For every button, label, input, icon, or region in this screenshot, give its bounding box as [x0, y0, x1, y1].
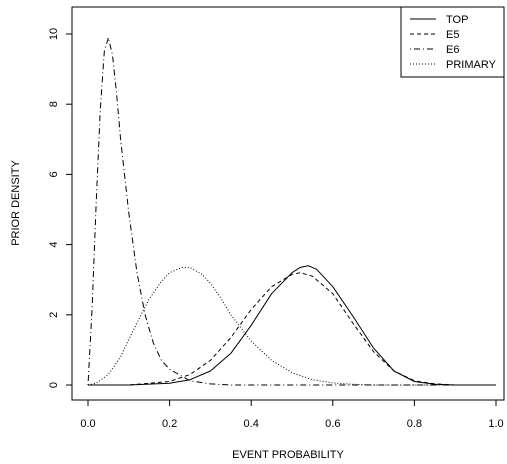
- x-tick-label: 0.8: [407, 418, 422, 430]
- x-tick-label: 0.6: [325, 418, 340, 430]
- legend-label: TOP: [446, 14, 468, 26]
- x-tick-label: 0.4: [244, 418, 259, 430]
- y-axis-title: PRIOR DENSITY: [10, 160, 22, 246]
- y-tick-label: 2: [48, 312, 60, 318]
- y-tick-label: 4: [48, 242, 60, 248]
- series-line-top: [88, 265, 496, 386]
- y-tick-label: 6: [48, 171, 60, 177]
- legend-label: E6: [446, 44, 459, 56]
- legend-label: PRIMARY: [446, 59, 497, 71]
- x-tick-label: 1.0: [488, 418, 503, 430]
- series-line-e6: [87, 37, 496, 386]
- x-tick-label: 0.2: [162, 418, 177, 430]
- x-axis: 0.0 0.2 0.4 0.6 0.8 1.0: [80, 399, 504, 430]
- series-layer: [87, 37, 496, 386]
- y-tick-label: 10: [48, 28, 60, 40]
- series-line-primary: [87, 266, 496, 386]
- x-axis-title: EVENT PROBABILITY: [232, 449, 344, 461]
- y-axis: 0 2 4 6 8 10: [48, 28, 73, 388]
- x-tick-label: 0.0: [80, 418, 95, 430]
- legend: TOP E5 E6 PRIMARY: [400, 6, 505, 78]
- legend-label: E5: [446, 29, 459, 41]
- y-tick-label: 8: [48, 101, 60, 107]
- y-tick-label: 0: [48, 382, 60, 388]
